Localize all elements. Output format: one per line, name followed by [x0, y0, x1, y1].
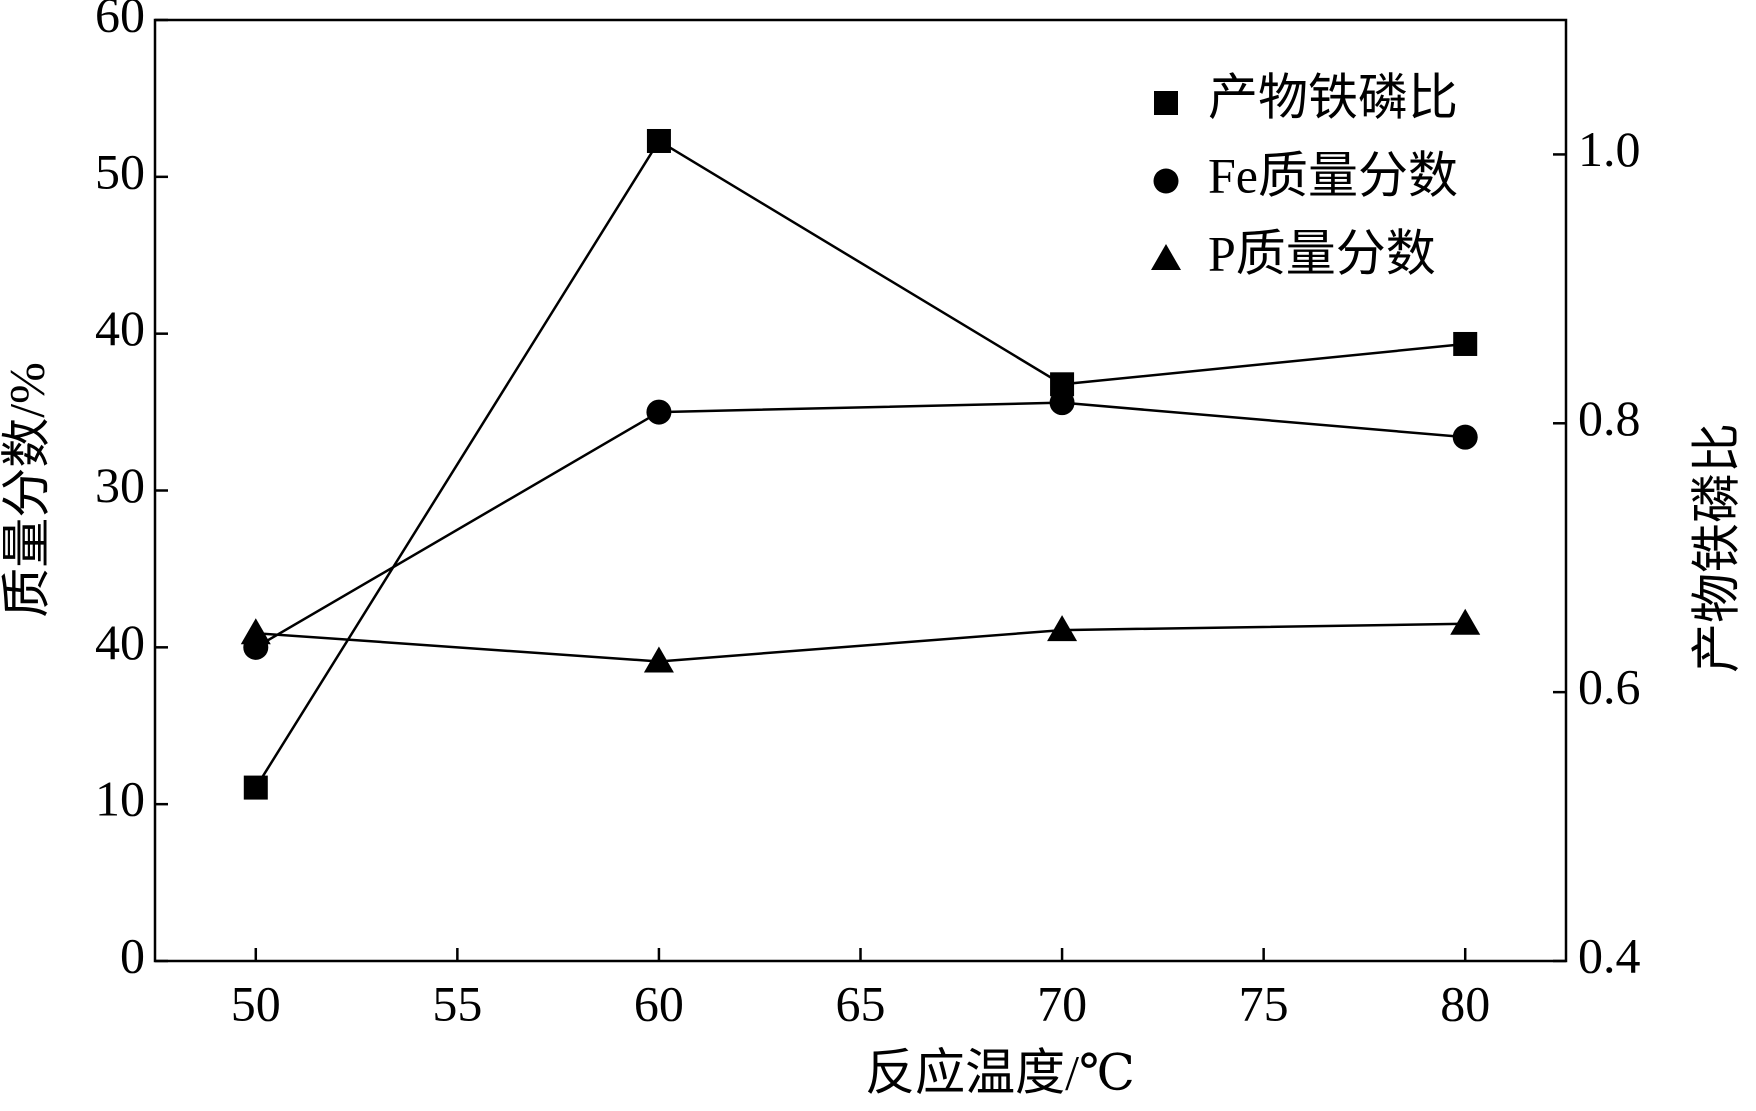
marker-triangle	[1047, 615, 1078, 642]
marker-triangle	[240, 618, 271, 645]
marker-triangle	[643, 646, 674, 673]
x-axis-label: 反应温度/℃	[865, 1044, 1135, 1100]
marker-triangle	[1450, 608, 1481, 635]
x-tick-label: 55	[432, 975, 482, 1031]
y-tick-label: 40	[95, 614, 145, 670]
y-tick-label: 10	[95, 771, 145, 827]
marker-circle	[646, 399, 672, 425]
y2-tick-label: 0.6	[1578, 659, 1641, 715]
marker-circle	[1049, 390, 1075, 416]
marker-square	[1453, 331, 1478, 356]
x-tick-label: 60	[634, 975, 684, 1031]
y2-tick-label: 1.0	[1578, 121, 1641, 177]
x-tick-label: 75	[1239, 975, 1289, 1031]
x-tick-label: 50	[231, 975, 281, 1031]
y-tick-label: 40	[95, 300, 145, 356]
legend-marker	[1151, 244, 1181, 270]
x-tick-label: 70	[1037, 975, 1087, 1031]
y-tick-label: 0	[120, 927, 145, 983]
y-tick-label: 60	[95, 0, 145, 42]
marker-circle	[1452, 424, 1478, 450]
y-tick-label: 30	[95, 457, 145, 513]
y-axis-label: 质量分数/%	[0, 362, 54, 618]
marker-square	[243, 775, 268, 800]
y2-tick-label: 0.4	[1578, 927, 1641, 983]
marker-square	[646, 128, 671, 153]
legend-label: P质量分数	[1208, 225, 1436, 281]
x-tick-label: 65	[836, 975, 886, 1031]
legend-marker	[1154, 91, 1178, 115]
y-tick-label: 50	[95, 143, 145, 199]
series-line	[255, 622, 1466, 663]
series-line	[254, 139, 1466, 789]
x-tick-label: 80	[1440, 975, 1490, 1031]
y2-axis-label: 产物铁磷比	[1688, 423, 1744, 673]
legend-marker	[1153, 168, 1179, 194]
legend-label: Fe质量分数	[1208, 147, 1458, 203]
y2-tick-label: 0.8	[1578, 390, 1641, 446]
legend-label: 产物铁磷比	[1208, 69, 1458, 125]
series-line	[255, 401, 1466, 649]
